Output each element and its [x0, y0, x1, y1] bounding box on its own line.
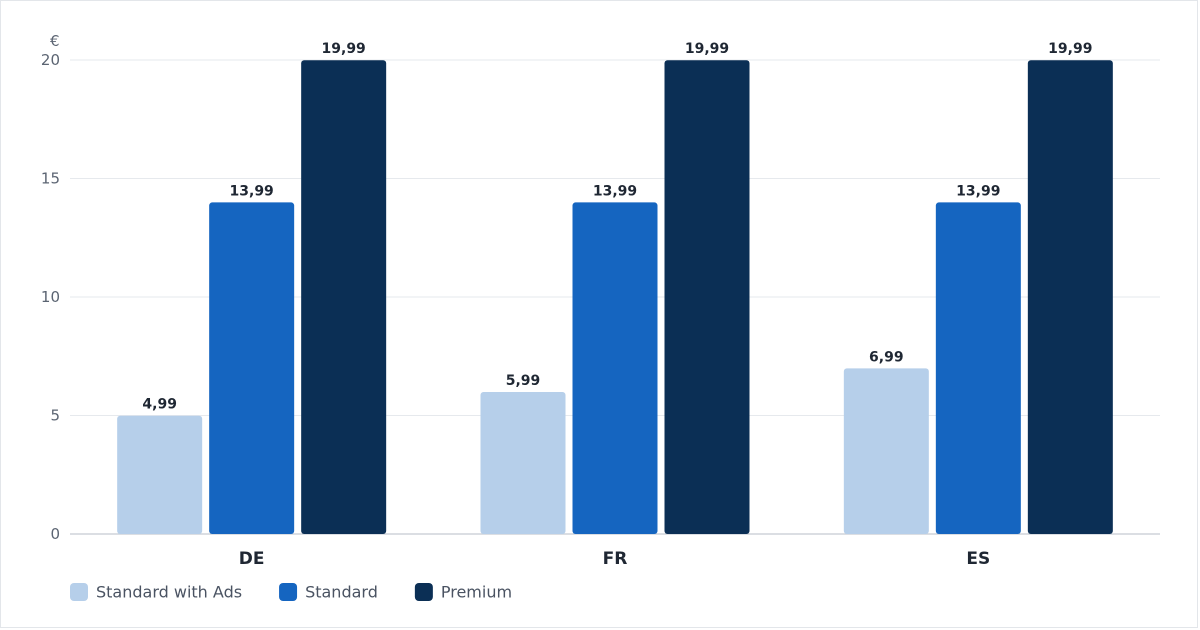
value-label-es-1: 13,99: [956, 183, 1000, 199]
bar-es-0: [843, 368, 929, 534]
category-label-de: DE: [239, 549, 265, 569]
bar-fr-1: [572, 202, 658, 534]
bar-de-1: [209, 202, 295, 534]
category-labels: DE FR ES: [239, 549, 990, 569]
category-label-es: ES: [966, 549, 990, 569]
bars: [117, 60, 1113, 534]
value-labels: 4,99 13,99 19,99 5,99 13,99 19,99 6,99 13,99 19,…: [142, 41, 1092, 413]
legend-swatch-1: [279, 583, 298, 601]
value-label-es-0: 6,99: [869, 349, 904, 365]
y-tick-labels: 0 5 10 15 20: [41, 51, 60, 543]
y-axis-unit: €: [50, 32, 60, 50]
legend-label-2: Premium: [441, 583, 512, 602]
value-label-fr-2: 19,99: [685, 41, 729, 57]
y-tick-label: 20: [41, 51, 60, 69]
category-label-fr: FR: [603, 549, 628, 569]
legend-swatch-0: [70, 583, 88, 601]
value-label-fr-1: 13,99: [593, 183, 637, 199]
bar-de-2: [301, 60, 387, 534]
value-label-es-2: 19,99: [1048, 41, 1092, 57]
value-label-de-2: 19,99: [322, 41, 366, 57]
legend: Standard with Ads Standard Premium: [70, 583, 512, 602]
legend-label-0: Standard with Ads: [96, 583, 242, 602]
value-label-de-1: 13,99: [230, 183, 274, 199]
y-tick-label: 0: [50, 525, 60, 543]
bar-de-0: [117, 415, 203, 534]
bar-es-2: [1027, 60, 1113, 534]
y-tick-label: 10: [41, 288, 60, 306]
value-label-fr-0: 5,99: [506, 373, 541, 389]
legend-swatch-2: [414, 583, 433, 601]
bar-es-1: [935, 202, 1021, 534]
bar-fr-0: [480, 392, 566, 534]
bar-fr-2: [664, 60, 750, 534]
y-tick-label: 15: [41, 170, 60, 188]
legend-label-1: Standard: [305, 583, 378, 602]
value-label-de-0: 4,99: [142, 397, 177, 413]
y-tick-label: 5: [50, 407, 60, 425]
